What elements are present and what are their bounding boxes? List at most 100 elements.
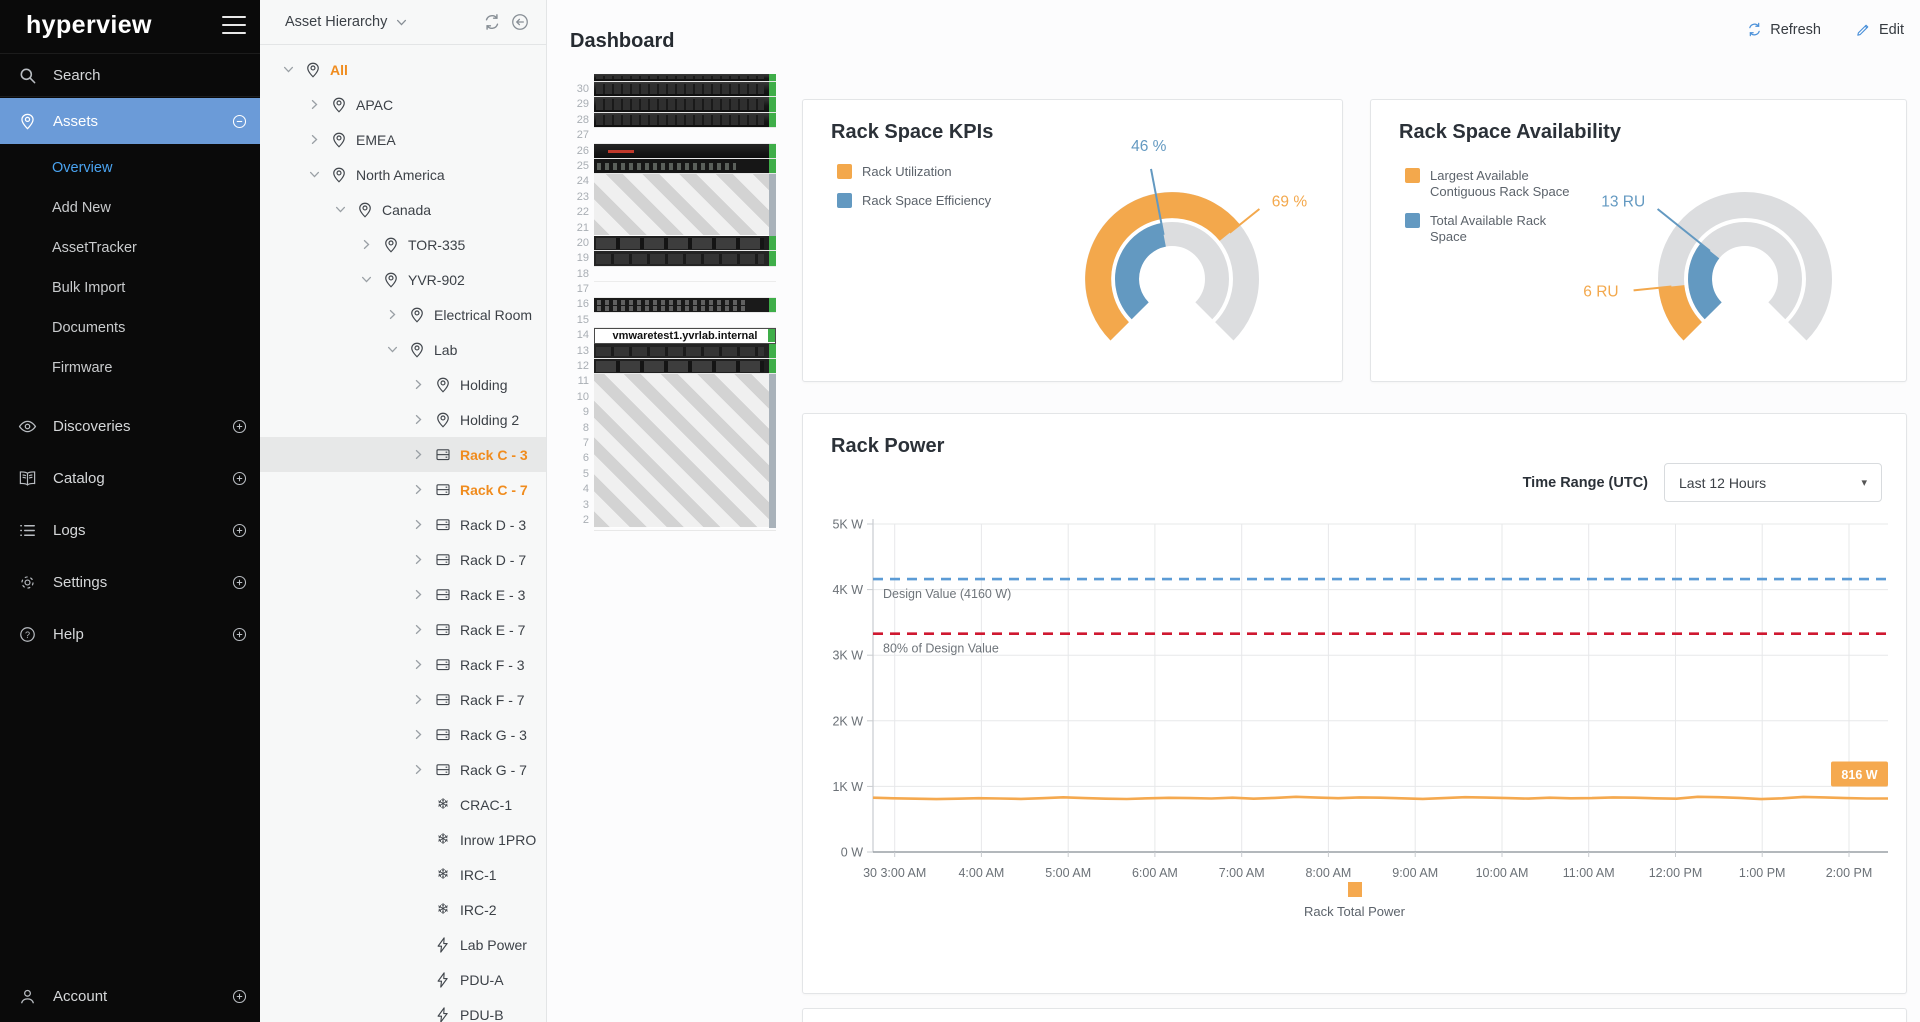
rack-device-u19[interactable] bbox=[594, 251, 776, 267]
time-range-select[interactable]: Last 12 Hours ▾ bbox=[1664, 463, 1882, 502]
rack-device-u30[interactable] bbox=[594, 82, 776, 98]
rack-device-u16[interactable] bbox=[594, 297, 776, 313]
tree-node-crac-1[interactable]: ❄ CRAC-1 bbox=[260, 787, 546, 822]
chevron-down-icon[interactable] bbox=[395, 16, 408, 29]
rack-icon bbox=[433, 726, 453, 744]
rack-device-u31[interactable] bbox=[594, 74, 776, 82]
chevron-right-icon[interactable] bbox=[410, 763, 426, 776]
collapse-circle-icon[interactable] bbox=[231, 113, 248, 130]
chevron-right-icon[interactable] bbox=[410, 658, 426, 671]
sidebar-item-settings[interactable]: Settings bbox=[0, 556, 260, 608]
expand-circle-icon[interactable] bbox=[231, 988, 248, 1005]
tree-node-label: All bbox=[330, 61, 348, 78]
rack-device-u29[interactable] bbox=[594, 97, 776, 113]
tree-node-tor-335[interactable]: TOR-335 bbox=[260, 227, 546, 262]
chevron-right-icon[interactable] bbox=[410, 483, 426, 496]
sidebar-item-overview[interactable]: Overview bbox=[0, 148, 260, 188]
expand-circle-icon[interactable] bbox=[231, 522, 248, 539]
chevron-right-icon[interactable] bbox=[410, 693, 426, 706]
sidebar-item-discoveries[interactable]: Discoveries bbox=[0, 400, 260, 452]
tree-node-rack-c-7[interactable]: Rack C - 7 bbox=[260, 472, 546, 507]
rack-device-u25[interactable] bbox=[594, 158, 776, 175]
chevron-right-icon[interactable] bbox=[358, 238, 374, 251]
tree-node-irc-2[interactable]: ❄ IRC-2 bbox=[260, 892, 546, 927]
tree-node-irc-1[interactable]: ❄ IRC-1 bbox=[260, 857, 546, 892]
tree-node-rack-c-3[interactable]: Rack C - 3 bbox=[260, 437, 546, 472]
tree-node-lab[interactable]: Lab bbox=[260, 332, 546, 367]
tree-node-all[interactable]: All bbox=[260, 52, 546, 87]
sidebar-item-add-new[interactable]: Add New bbox=[0, 188, 260, 228]
rack-device-u28[interactable] bbox=[594, 112, 776, 129]
tree-node-emea[interactable]: EMEA bbox=[260, 122, 546, 157]
tree-node-rack-d-7[interactable]: Rack D - 7 bbox=[260, 542, 546, 577]
rack-device-u13[interactable] bbox=[594, 343, 776, 360]
chevron-right-icon[interactable] bbox=[384, 308, 400, 321]
svg-text:7:00 AM: 7:00 AM bbox=[1219, 866, 1265, 880]
chevron-down-icon[interactable] bbox=[306, 168, 322, 181]
expand-circle-icon[interactable] bbox=[231, 470, 248, 487]
tree-node-rack-f-3[interactable]: Rack F - 3 bbox=[260, 647, 546, 682]
sidebar-item-logs[interactable]: Logs bbox=[0, 504, 260, 556]
tree-node-label: Rack D - 3 bbox=[460, 516, 527, 533]
chevron-down-icon[interactable] bbox=[332, 203, 348, 216]
tree-node-lab-power[interactable]: Lab Power bbox=[260, 927, 546, 962]
tree-node-holding-2[interactable]: Holding 2 bbox=[260, 402, 546, 437]
sidebar-item-assets[interactable]: Assets bbox=[0, 98, 260, 144]
chevron-right-icon[interactable] bbox=[410, 448, 426, 461]
expand-circle-icon[interactable] bbox=[231, 418, 248, 435]
tree-node-pdu-a[interactable]: PDU-A bbox=[260, 962, 546, 997]
expand-circle-icon[interactable] bbox=[231, 626, 248, 643]
sidebar-item-account[interactable]: Account bbox=[0, 970, 260, 1022]
chevron-right-icon[interactable] bbox=[410, 553, 426, 566]
tree-node-inrow-1pro[interactable]: ❄ Inrow 1PRO bbox=[260, 822, 546, 857]
chevron-right-icon[interactable] bbox=[410, 413, 426, 426]
menu-toggle-icon[interactable] bbox=[222, 16, 246, 34]
chevron-right-icon[interactable] bbox=[410, 518, 426, 531]
tree-node-holding[interactable]: Holding bbox=[260, 367, 546, 402]
rack-device-u12[interactable] bbox=[594, 359, 776, 375]
edit-button[interactable]: Edit bbox=[1855, 21, 1904, 38]
sidebar-item-bulk-import[interactable]: Bulk Import bbox=[0, 268, 260, 308]
chevron-right-icon[interactable] bbox=[410, 728, 426, 741]
tree-node-north-america[interactable]: North America bbox=[260, 157, 546, 192]
sidebar-item-help[interactable]: ? Help bbox=[0, 608, 260, 660]
tree-node-label: North America bbox=[356, 166, 445, 183]
tree-node-pdu-b[interactable]: PDU-B bbox=[260, 997, 546, 1022]
tree-node-rack-e-3[interactable]: Rack E - 3 bbox=[260, 577, 546, 612]
tree-node-rack-f-7[interactable]: Rack F - 7 bbox=[260, 682, 546, 717]
chevron-down-icon[interactable] bbox=[384, 343, 400, 356]
chevron-right-icon[interactable] bbox=[410, 623, 426, 636]
tree-node-rack-e-7[interactable]: Rack E - 7 bbox=[260, 612, 546, 647]
tree-node-canada[interactable]: Canada bbox=[260, 192, 546, 227]
sidebar-item-assettracker[interactable]: AssetTracker bbox=[0, 228, 260, 268]
chevron-down-icon[interactable] bbox=[280, 63, 296, 76]
rack-device-label[interactable]: vmwaretest1.yvrlab.internal bbox=[594, 328, 776, 344]
rack-icon bbox=[433, 446, 453, 464]
tree-node-rack-g-7[interactable]: Rack G - 7 bbox=[260, 752, 546, 787]
chevron-right-icon[interactable] bbox=[410, 378, 426, 391]
chevron-right-icon[interactable] bbox=[410, 588, 426, 601]
tree-node-apac[interactable]: APAC bbox=[260, 87, 546, 122]
sidebar-item-documents[interactable]: Documents bbox=[0, 308, 260, 348]
sidebar-item-search[interactable]: Search bbox=[0, 53, 260, 97]
tree-refresh-icon[interactable] bbox=[482, 12, 502, 32]
legend-item: Total Available Rack Space bbox=[1405, 213, 1580, 245]
sidebar-item-firmware[interactable]: Firmware bbox=[0, 348, 260, 388]
tree-node-rack-g-3[interactable]: Rack G - 3 bbox=[260, 717, 546, 752]
chevron-right-icon[interactable] bbox=[306, 133, 322, 146]
tree-node-electrical-room[interactable]: Electrical Room bbox=[260, 297, 546, 332]
rack-device-u26[interactable] bbox=[594, 143, 776, 159]
chevron-down-icon[interactable] bbox=[358, 273, 374, 286]
refresh-button[interactable]: Refresh bbox=[1746, 21, 1821, 38]
rack-device-u20[interactable] bbox=[594, 235, 776, 252]
sidebar-item-label: Catalog bbox=[53, 469, 105, 487]
sidebar-item-catalog[interactable]: Catalog bbox=[0, 452, 260, 504]
tree-node-label: PDU-B bbox=[460, 1006, 504, 1022]
legend-label: Largest Available Contiguous Rack Space bbox=[1430, 168, 1570, 199]
chevron-right-icon[interactable] bbox=[306, 98, 322, 111]
gauge-legend: Rack Utilization Rack Space Efficiency bbox=[837, 164, 991, 209]
tree-node-rack-d-3[interactable]: Rack D - 3 bbox=[260, 507, 546, 542]
tree-node-yvr-902[interactable]: YVR-902 bbox=[260, 262, 546, 297]
expand-circle-icon[interactable] bbox=[231, 574, 248, 591]
tree-collapse-icon[interactable] bbox=[510, 12, 530, 32]
